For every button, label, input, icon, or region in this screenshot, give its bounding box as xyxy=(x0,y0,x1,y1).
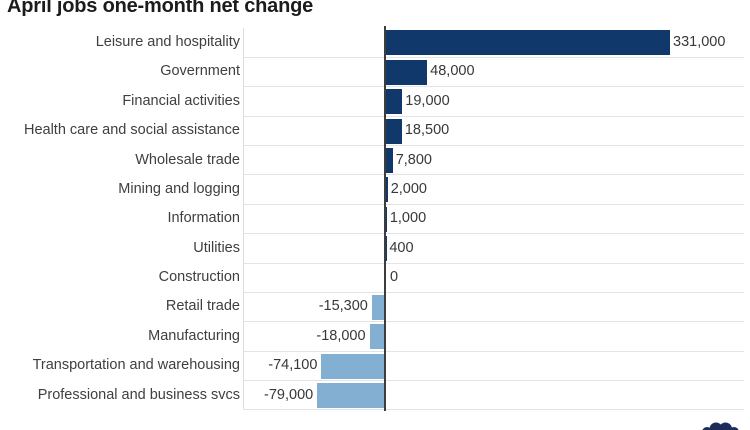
gridline xyxy=(243,145,744,147)
plot-left-border xyxy=(243,28,244,410)
bar xyxy=(386,206,387,232)
gridline xyxy=(243,350,744,352)
value-label: 48,000 xyxy=(430,63,475,80)
bar xyxy=(369,324,385,350)
bar xyxy=(386,89,403,115)
zero-axis-line xyxy=(384,26,386,411)
gridline xyxy=(243,291,744,293)
gridline xyxy=(243,115,744,117)
value-label: 1,000 xyxy=(389,210,427,227)
gridline xyxy=(243,380,744,382)
bar xyxy=(371,294,385,320)
category-label: Manufacturing xyxy=(148,327,240,344)
category-label: Health care and social assistance xyxy=(23,122,240,139)
bar xyxy=(386,118,402,144)
value-label: -15,300 xyxy=(318,298,368,315)
gridline xyxy=(243,86,744,88)
category-label: Professional and business svcs xyxy=(37,386,240,403)
category-label: Information xyxy=(167,210,240,227)
value-label: -18,000 xyxy=(316,327,366,344)
category-label: Government xyxy=(160,63,240,80)
chart-title: April jobs one-month net change xyxy=(7,0,314,17)
value-label: 2,000 xyxy=(390,180,427,197)
bar xyxy=(386,177,388,203)
gridline xyxy=(243,262,744,264)
category-label: Mining and logging xyxy=(118,180,240,197)
gridline xyxy=(243,174,744,176)
category-label: Retail trade xyxy=(165,298,240,315)
bar xyxy=(386,30,670,56)
value-label: -74,100 xyxy=(268,357,318,374)
value-label: 400 xyxy=(389,239,414,256)
value-label: 0 xyxy=(390,269,399,286)
bar xyxy=(386,59,428,85)
category-label: Utilities xyxy=(193,239,240,256)
value-label: 19,000 xyxy=(405,92,450,109)
bar xyxy=(321,353,385,379)
category-label: Financial activities xyxy=(122,92,240,109)
gridline xyxy=(243,203,744,205)
bar xyxy=(317,382,385,408)
category-label: Construction xyxy=(158,269,240,286)
category-label: Wholesale trade xyxy=(135,151,240,168)
gridline xyxy=(243,233,744,235)
value-label: 18,500 xyxy=(404,122,450,139)
category-label: Leisure and hospitality xyxy=(95,34,240,50)
gridline xyxy=(243,409,744,411)
gridline xyxy=(243,56,744,58)
gridline xyxy=(243,321,744,323)
category-label: Transportation and warehousing xyxy=(32,357,240,374)
value-label: -79,000 xyxy=(264,386,314,403)
nbc-peacock-logo xyxy=(702,422,739,430)
bar xyxy=(386,147,393,173)
value-label: 7,800 xyxy=(395,151,432,168)
value-label: 331,000 xyxy=(673,34,726,50)
